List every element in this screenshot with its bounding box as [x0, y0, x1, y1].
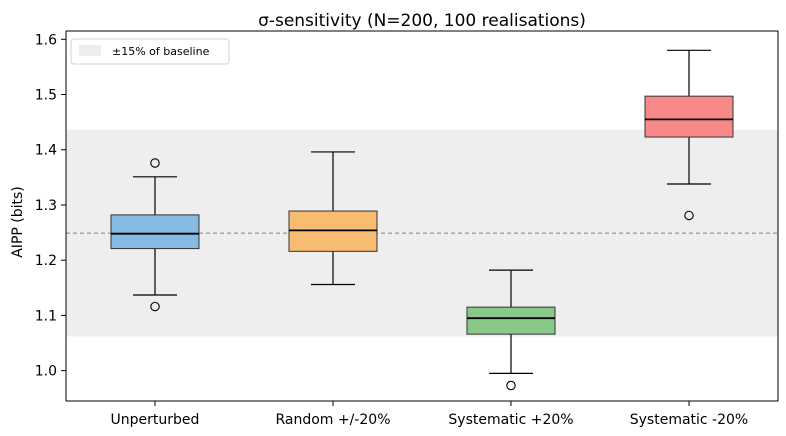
box-group	[466, 269, 556, 391]
x-tick-label: Systematic -20%	[630, 412, 748, 428]
x-tick-label: Random +/-20%	[275, 412, 390, 428]
y-tick-label: 1.2	[35, 253, 57, 269]
box-iqr	[110, 214, 200, 250]
box-iqr	[644, 95, 734, 138]
y-axis-label: AIPP (bits)	[10, 186, 26, 258]
box-group	[644, 49, 734, 221]
x-tick-label: Unperturbed	[111, 412, 200, 428]
legend-swatch	[79, 45, 101, 56]
y-tick-label: 1.3	[35, 198, 57, 214]
outlier-point	[506, 380, 516, 391]
legend-frame	[70, 38, 230, 65]
y-tick-label: 1.4	[35, 143, 57, 159]
x-tick-label: Systematic +20%	[448, 412, 573, 428]
box-group	[110, 158, 200, 312]
y-tick-label: 1.0	[35, 364, 57, 380]
y-tick-label: 1.1	[35, 308, 57, 324]
legend-label: ±15% of baseline	[112, 45, 210, 58]
y-tick-label: 1.5	[35, 88, 57, 104]
y-tick-label: 1.6	[35, 32, 57, 48]
plot-frame	[65, 30, 779, 402]
outlier-point	[684, 210, 694, 221]
chart-title: σ-sensitivity (N=200, 100 realisations)	[258, 11, 586, 31]
outlier-point	[150, 158, 160, 168]
outlier-point	[150, 301, 160, 312]
box-iqr	[466, 306, 556, 335]
box-group	[288, 151, 378, 286]
legend: ±15% of baseline	[70, 38, 230, 65]
